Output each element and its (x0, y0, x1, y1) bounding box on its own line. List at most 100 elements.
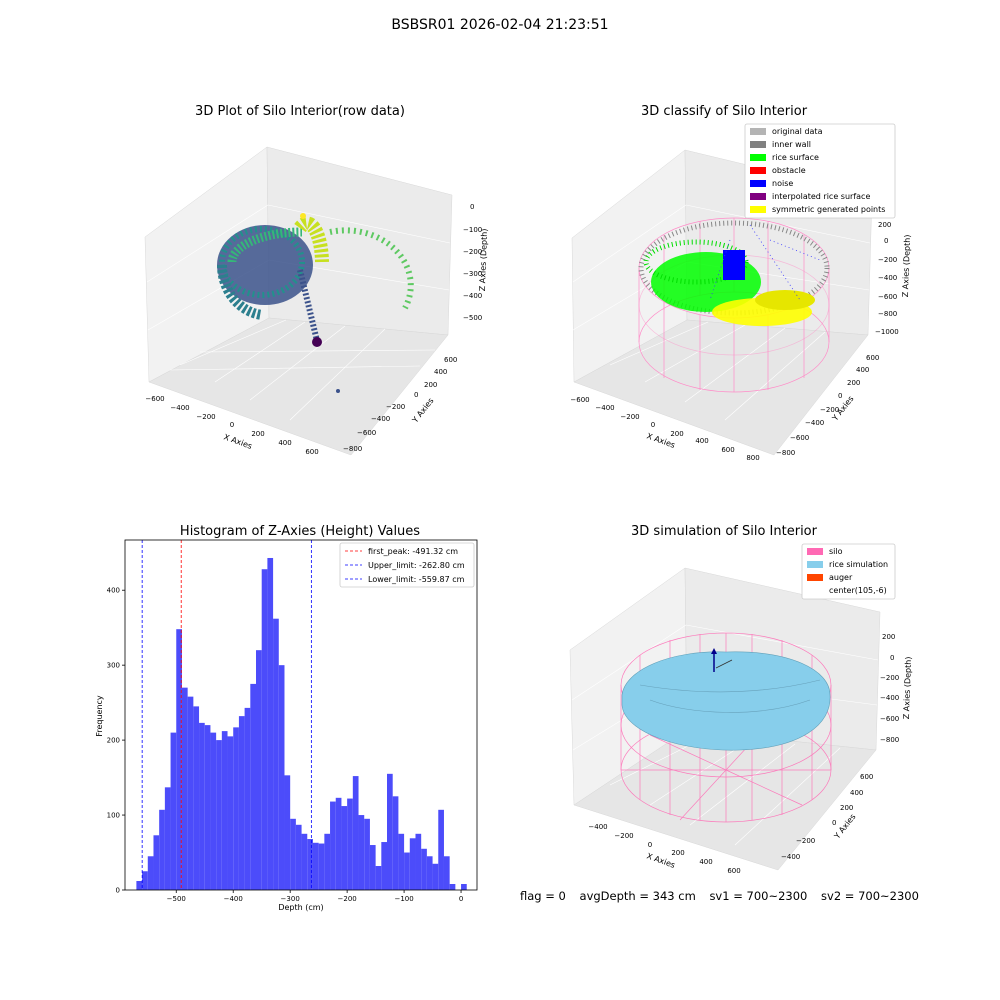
histogram-bar (364, 818, 370, 890)
x-tick-labels: −600 −400 −200 0 200 400 600 800 (570, 396, 759, 462)
x-tick: −400 (170, 404, 189, 412)
y-tick: 0 (838, 392, 842, 400)
plot-title-classify: 3D classify of Silo Interior (640, 104, 808, 119)
depth-histogram: −500 −400 −300 −200 −100 0 0 100 200 300 400 Dept… (95, 539, 478, 912)
y-tick: 400 (434, 368, 447, 376)
histogram-bar (432, 863, 439, 890)
legend-swatch (807, 561, 823, 568)
legend-swatch (750, 154, 766, 161)
histogram-bar (204, 725, 211, 890)
legend-label: rice simulation (829, 560, 888, 569)
legend-swatch (750, 180, 766, 187)
histogram-bar (290, 818, 296, 890)
histogram-bar (312, 842, 319, 890)
histogram-bar (238, 716, 245, 890)
y-tick: −200 (386, 403, 405, 411)
x-axis-label: X Axies (222, 432, 253, 451)
plot-title-simulation: 3D simulation of Silo Interior (631, 524, 817, 539)
legend-label: silo (829, 547, 843, 556)
histogram-bar (335, 797, 342, 890)
y-tick: 400 (856, 366, 869, 374)
y-tick: −600 (357, 429, 376, 437)
x-tick-label: 0 (459, 895, 463, 903)
histogram-bar (256, 650, 262, 890)
legend-label: Lower_limit: -559.87 cm (368, 575, 465, 584)
y-tick: 600 (860, 773, 873, 781)
histogram-bar (227, 736, 234, 890)
z-tick: −500 (463, 314, 482, 322)
z-tick: −200 (878, 256, 897, 264)
z-axis-label: Z Axies (Depth) (478, 228, 489, 291)
x-tick: 0 (230, 421, 234, 429)
z-tick: 200 (882, 633, 895, 641)
symmetric-points-upper (755, 290, 815, 310)
legend-label: obstacle (772, 166, 806, 175)
classified-points (638, 220, 830, 326)
histogram-bar (421, 848, 427, 890)
y-tick-label: 400 (107, 587, 120, 595)
y-tick: −400 (371, 415, 390, 423)
z-tick: 200 (878, 221, 891, 229)
y-tick: −400 (805, 419, 824, 427)
y-tick: −600 (790, 434, 809, 442)
legend-label: inner wall (772, 140, 811, 149)
sv2-value: sv2 = 700~2300 (821, 889, 919, 903)
histogram-bar (307, 839, 313, 890)
legend-swatch (807, 548, 823, 555)
auger-line (715, 659, 733, 669)
histogram-bar (324, 833, 331, 890)
y-axis-label: Y Axies (410, 396, 436, 425)
histogram-bar (443, 856, 450, 890)
legend-label: rice surface (772, 153, 819, 162)
histogram-bar (409, 838, 416, 890)
x-tick: 600 (305, 448, 318, 456)
raw-data-3d-plot: −600 −400 −200 0 200 400 600 X Axies −80… (144, 146, 489, 456)
avg-depth-value: avgDepth = 343 cm (579, 889, 696, 903)
histogram-bar (233, 727, 239, 890)
histogram-bar (461, 884, 467, 890)
y-tick: −200 (796, 837, 815, 845)
z-tick-labels: 200 0 −200 −400 −600 −800 −1000 (875, 221, 899, 336)
inner-ring (219, 226, 305, 298)
left-ring (216, 264, 263, 320)
legend-swatch (750, 128, 766, 135)
x-tick: 0 (648, 841, 652, 849)
y-tick: −800 (776, 449, 795, 457)
histogram-bar (216, 740, 222, 890)
classify-3d-plot: −600 −400 −200 0 200 400 600 800 X Axies… (570, 123, 912, 462)
histogram-bar (159, 809, 165, 890)
rice-surface-ring (643, 239, 749, 285)
noise-scatter (709, 224, 821, 301)
x-tick-label: −500 (167, 895, 186, 903)
raw-point-cloud (216, 213, 414, 393)
histogram-bar (415, 833, 422, 890)
y-tick: 400 (850, 789, 863, 797)
inner-wall-points (638, 220, 830, 316)
histogram-bar (341, 806, 348, 890)
surface-contours (639, 679, 821, 713)
y-tick: −200 (820, 406, 839, 414)
histogram-bar (352, 776, 359, 890)
x-tick: 400 (695, 437, 708, 445)
x-tick: −200 (620, 413, 639, 421)
z-tick: 0 (470, 203, 474, 211)
x-tick-label: −400 (224, 895, 243, 903)
histogram-bars (136, 557, 467, 890)
histogram-threshold-lines (141, 540, 312, 890)
z-tick: −600 (878, 293, 897, 301)
simulation-3d-plot: −400 −200 0 200 400 600 X Axies −400 −20… (569, 543, 913, 875)
z-tick: −300 (463, 270, 482, 278)
y-tick-label: 0 (116, 887, 120, 895)
z-axis-label: Z Axies (Depth) (902, 656, 913, 719)
histogram-bar (392, 796, 399, 890)
x-tick: 0 (651, 421, 655, 429)
histogram-bar (295, 824, 302, 890)
histogram-bar (164, 787, 171, 890)
histogram-bar (193, 706, 200, 890)
z-tick: −800 (880, 736, 899, 744)
plot-title-histogram: Histogram of Z-Axies (Height) Values (179, 524, 421, 539)
pane-floor (148, 317, 449, 456)
z-tick: −1000 (875, 328, 899, 336)
histogram-bar (199, 722, 205, 890)
y-tick: 200 (424, 381, 437, 389)
